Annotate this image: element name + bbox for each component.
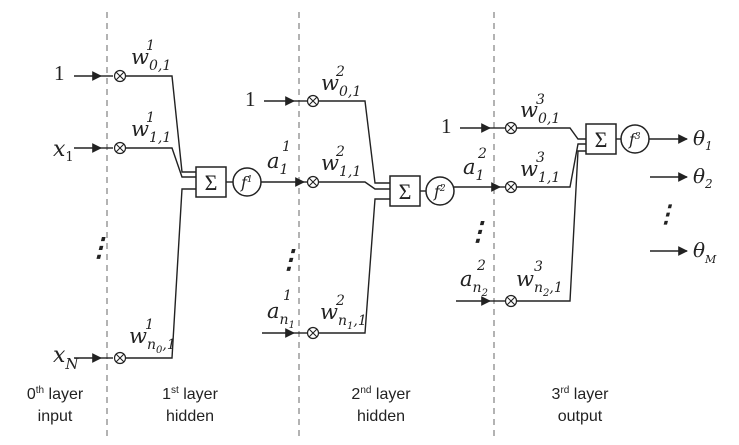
multiplier-icon <box>306 326 320 340</box>
weight-w01-layer2-sup: 2 <box>335 64 345 80</box>
weight-w01-layer1: w0,1 <box>131 45 171 74</box>
activation-label-layer3: f3 <box>628 130 641 149</box>
input-x1-label: x1 <box>53 137 74 165</box>
svg-text:input: input <box>38 408 73 425</box>
layer2-ellipsis: ⋮ <box>276 245 302 275</box>
multiplier-icon <box>306 175 320 189</box>
svg-text:hidden: hidden <box>166 408 214 425</box>
act-an-layer2-sup: 2 <box>476 258 486 274</box>
multiplier-icon <box>504 121 518 135</box>
activation-node-layer2 <box>425 176 455 206</box>
input-bias-label: 1 <box>54 61 65 85</box>
output-ellipsis: ⋮ <box>654 199 678 228</box>
multiplier-icon <box>504 180 518 194</box>
weight-w01-layer1-sup: 1 <box>146 38 155 54</box>
connection-w01-layer3 <box>517 127 586 140</box>
multiplier-icon <box>113 69 127 83</box>
multiplier-icon <box>306 94 320 108</box>
output-theta-2: θ2 <box>693 164 713 191</box>
layer3-ellipsis: ⋮ <box>465 217 491 247</box>
svg-text:hidden: hidden <box>357 408 405 425</box>
layer-caption-1: 1st layer hidden <box>162 385 218 425</box>
act-an-layer2: an2 <box>460 267 488 299</box>
weight-wn1-layer2-sup: 2 <box>335 293 345 309</box>
weight-w01-layer3: w0,1 <box>520 98 560 127</box>
weight-w11-layer2: w1,1 <box>321 151 361 180</box>
sum-symbol-layer1: Σ <box>205 170 218 195</box>
connection-w11-layer3 <box>517 143 586 188</box>
activation-label-layer1: f1 <box>240 173 253 192</box>
sum-symbol-layer3: Σ <box>595 127 608 152</box>
layer2-bias-label: 1 <box>245 87 256 111</box>
weight-w11-layer3-sup: 3 <box>536 150 545 166</box>
multiplier-icon <box>113 351 127 365</box>
svg-text:2nd layer: 2nd layer <box>351 385 411 403</box>
connection-wn1-layer3 <box>517 150 586 302</box>
weight-w11-layer2-sup: 2 <box>335 144 345 160</box>
weight-wn1-layer1: wn0,1 <box>129 324 176 356</box>
weight-w11-layer1-sup: 1 <box>146 110 155 126</box>
sum-symbol-layer2: Σ <box>399 179 412 204</box>
input-ellipsis: ⋮ <box>86 233 112 263</box>
act-a1-layer2: a1 <box>463 155 484 184</box>
sum-node-layer3 <box>585 123 617 155</box>
svg-text:3rd layer: 3rd layer <box>552 385 610 403</box>
svg-text:output: output <box>558 408 603 425</box>
connection-w11-layer2 <box>319 181 390 190</box>
connection-w01-layer2 <box>319 100 390 184</box>
input-xN-label: xN <box>53 343 79 373</box>
connection-wn1-layer1 <box>126 188 196 359</box>
act-an-layer1-sup: 1 <box>283 288 292 304</box>
weight-w01-layer3-sup: 3 <box>536 92 545 108</box>
activation-label-layer2: f2 <box>433 182 446 201</box>
connection-w11-layer1 <box>126 147 196 178</box>
weight-wn1-layer1-sup: 1 <box>145 317 154 333</box>
svg-text:0th layer: 0th layer <box>27 385 84 403</box>
layer-caption-2: 2nd layer hidden <box>351 385 411 425</box>
layer3-bias-label: 1 <box>441 114 452 138</box>
weight-wn1-layer2: wn1,1 <box>320 300 367 332</box>
sum-node-layer2 <box>389 175 421 207</box>
multiplier-icon <box>113 141 127 155</box>
layer-caption-3: 3rd layer output <box>552 385 610 425</box>
act-a1-layer2-sup: 2 <box>477 146 487 162</box>
weight-w11-layer1: w1,1 <box>131 117 171 146</box>
multiplier-icon <box>504 294 518 308</box>
connection-wn1-layer2 <box>319 198 390 334</box>
output-theta-1: θ1 <box>693 126 713 153</box>
connection-w01-layer1 <box>126 75 196 173</box>
weight-w11-layer3: w1,1 <box>520 157 560 186</box>
act-a1-layer1-sup: 1 <box>282 139 291 155</box>
act-a1-layer1: a1 <box>267 149 288 178</box>
act-an-layer1: an1 <box>267 299 295 331</box>
svg-text:1st layer: 1st layer <box>162 385 218 403</box>
weight-w01-layer2: w0,1 <box>321 71 361 100</box>
weight-wn1-layer3-sup: 3 <box>534 259 543 275</box>
output-theta-M: θM <box>693 238 717 266</box>
weight-wn1-layer3: wn2,1 <box>516 267 563 299</box>
layer-caption-0: 0th layer input <box>27 385 84 425</box>
